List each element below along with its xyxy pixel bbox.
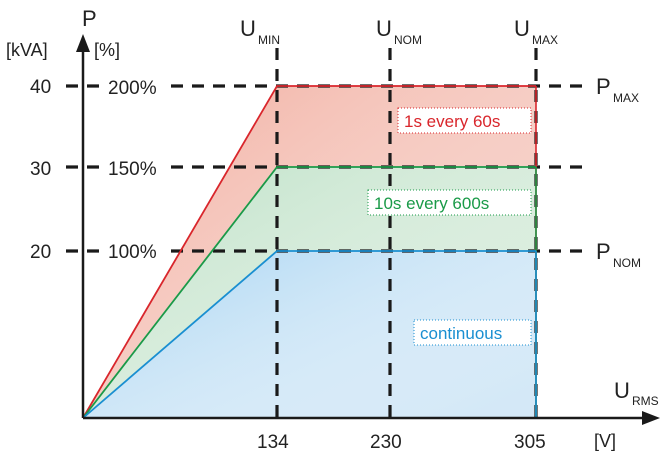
pct-tick-label: 200%	[108, 78, 157, 99]
u-max-sub: MAX	[532, 33, 558, 47]
p-nom-label: P	[596, 239, 611, 264]
region-label-1s: 1s every 60s	[404, 112, 500, 131]
pct-label-bg	[106, 240, 170, 262]
x-axis-arrow	[642, 411, 660, 425]
x-tick-label: 305	[514, 432, 546, 453]
x-axis-unit: [V]	[594, 431, 616, 451]
p-nom-sub: NOM	[613, 256, 641, 270]
region-label-box-green	[367, 189, 532, 216]
region-label-10s: 10s every 600s	[374, 194, 489, 213]
pct-tick-label: 150%	[108, 159, 157, 180]
u-min-sub: MIN	[258, 33, 280, 47]
y-axis-arrow	[76, 34, 90, 52]
region-label-continuous: continuous	[420, 324, 502, 343]
series-line	[82, 166, 536, 419]
u-nom-sub: NOM	[394, 33, 422, 47]
x-axis-symbol: U	[614, 378, 630, 403]
region-label-box-red	[397, 107, 532, 134]
region-label-box-blue	[413, 319, 532, 346]
y-tick-label: 40	[30, 77, 51, 98]
axes	[76, 34, 660, 425]
p-max-label: P	[596, 74, 611, 99]
y-tick-label: 20	[30, 242, 51, 263]
y-axis-unit-pct: [%]	[94, 40, 120, 60]
series-lines	[82, 85, 537, 419]
x-tick-label: 230	[370, 432, 402, 453]
u-min-label: U	[240, 16, 256, 41]
p-max-sub: MAX	[613, 91, 639, 105]
x-tick-label: 134	[257, 432, 289, 453]
series-line	[82, 250, 536, 419]
pct-label-bg	[106, 158, 170, 180]
pct-tick-label: 100%	[108, 242, 157, 263]
pct-label-bg	[106, 77, 170, 99]
u-nom-label: U	[376, 16, 392, 41]
y-axis-symbol: P	[82, 6, 97, 31]
y-axis-unit-kva: [kVA]	[6, 40, 48, 60]
x-axis-symbol-sub: RMS	[632, 394, 659, 408]
series-fill-gradient	[83, 251, 536, 418]
series-line	[82, 85, 536, 419]
y-tick-label: 30	[30, 159, 51, 180]
u-max-label: U	[514, 16, 530, 41]
